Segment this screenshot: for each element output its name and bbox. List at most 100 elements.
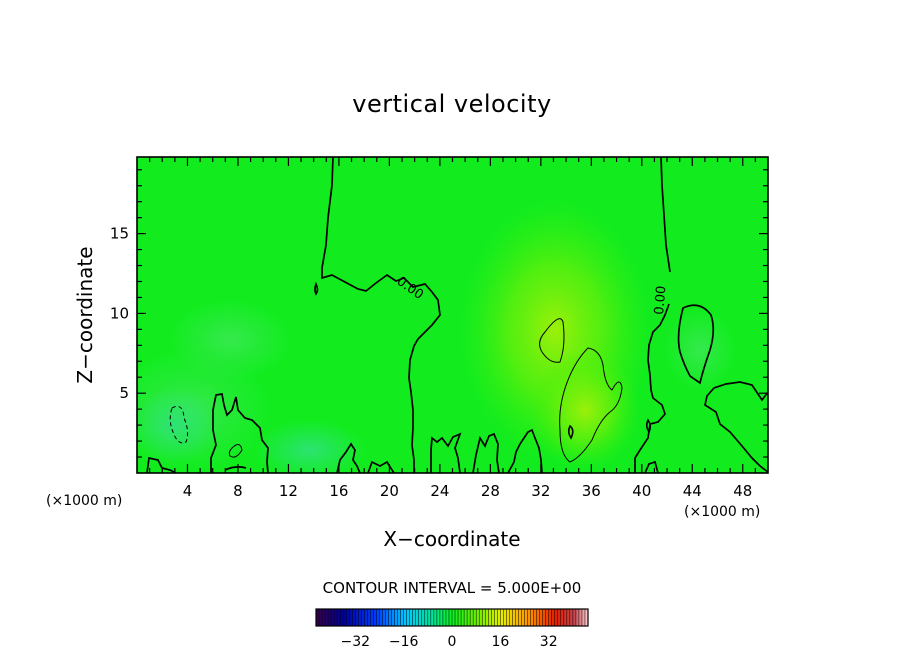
colorbar-cell	[455, 609, 459, 626]
colorbar-cell	[554, 609, 559, 626]
colorbar-cell	[542, 609, 547, 626]
chart-title: vertical velocity	[352, 90, 551, 118]
colorbar-cell	[349, 609, 353, 626]
colorbar-cell	[394, 609, 398, 626]
colorbar-cell	[575, 609, 580, 626]
colorbar-cell	[476, 609, 480, 626]
colorbar	[315, 608, 589, 627]
colorbar-cell	[406, 609, 411, 626]
contour-zero-bottom-6	[472, 432, 500, 473]
x-unit-left: (×1000 m)	[46, 493, 122, 509]
x-tick-label: 16	[329, 482, 348, 500]
colorbar-tick-label: −32	[341, 634, 371, 650]
colorbar-cell	[506, 609, 510, 626]
y-tick-label: 10	[110, 304, 129, 322]
contour-pos-5	[645, 418, 652, 434]
colorbar-cell	[418, 609, 423, 626]
contour-zero-bottom-5	[430, 432, 462, 473]
colorbar-cell	[458, 609, 462, 626]
colorbar-cell	[488, 609, 492, 626]
contour-zero-bottom-1	[146, 456, 177, 473]
colorbar-cell	[409, 609, 414, 626]
colorbar-cell	[397, 609, 402, 626]
colorbar-cell	[497, 609, 501, 626]
colorbar-cell	[400, 609, 405, 626]
contour-zero-left	[321, 157, 441, 473]
colorbar-cell	[439, 609, 444, 626]
colorbar-cell	[340, 609, 344, 626]
colorbar-cell	[530, 609, 534, 626]
velocity-field	[137, 157, 768, 473]
contour-zero-bottom-8	[644, 460, 659, 473]
colorbar-cell	[500, 609, 504, 626]
colorbar-cell	[373, 609, 377, 626]
colorbar-cell	[331, 609, 335, 626]
colorbar-cell	[563, 609, 568, 626]
colorbar-tick-label: 16	[491, 634, 509, 650]
colorbar-cell	[391, 609, 395, 626]
contour-zero-bottom-3	[336, 442, 361, 473]
colorbar-cell	[452, 609, 456, 626]
colorbar-cell	[479, 609, 483, 626]
colorbar-cell	[367, 609, 371, 626]
colorbar-cell	[581, 609, 586, 626]
contour-zero-right	[634, 157, 671, 473]
contour-lines	[146, 157, 768, 473]
colorbar-cell	[388, 609, 392, 626]
colorbar-cell	[536, 609, 541, 626]
colorbar-cell	[503, 609, 507, 626]
x-tick-label: 4	[183, 482, 193, 500]
colorbar-cell	[358, 609, 362, 626]
contour-zero-bottom-7	[507, 428, 543, 473]
colorbar-cell	[482, 609, 486, 626]
contour-zero-right-lower	[704, 381, 768, 473]
colorbar-cell	[322, 609, 326, 626]
colorbar-cell	[515, 609, 519, 626]
x-tick-label: 12	[279, 482, 298, 500]
colorbar-cell	[512, 609, 516, 626]
colorbar-cell	[524, 609, 528, 626]
colorbar-cell	[427, 609, 432, 626]
y-tick-labels: 5 10 15	[110, 225, 129, 403]
colorbar-frame	[315, 608, 589, 627]
colorbar-cell	[385, 609, 389, 626]
colorbar-cell	[572, 609, 577, 626]
colorbar-cell	[334, 609, 338, 626]
colorbar-tick-label: 32	[540, 634, 558, 650]
colorbar-cell	[328, 609, 332, 626]
colorbar-cell	[361, 609, 365, 626]
colorbar-cell	[584, 609, 589, 626]
colorbar-cell	[551, 609, 556, 626]
colorbar-cell	[403, 609, 408, 626]
colorbar-cell	[415, 609, 420, 626]
y-axis-label: Z−coordinate	[73, 246, 97, 383]
colorbar-cell	[521, 609, 525, 626]
contour-zero-bottom-2	[210, 393, 269, 473]
axis-ticks	[137, 157, 768, 473]
colorbar-cell	[527, 609, 531, 626]
contour-label-right: 0.00	[652, 285, 669, 315]
colorbar-cell	[433, 609, 438, 626]
colorbar-tick-label: 0	[448, 634, 457, 650]
colorbar-cell	[461, 609, 465, 626]
colorbar-cell	[370, 609, 374, 626]
contour-zero-bottom-9	[224, 466, 247, 471]
colorbar-cell	[424, 609, 429, 626]
colorbar-cell	[352, 609, 356, 626]
contour-neg-1	[169, 405, 189, 444]
x-tick-labels: 4 8 12 16 20 24 28 32 36 40 44 48	[183, 482, 753, 500]
colorbar-cell	[518, 609, 522, 626]
colorbar-cell	[448, 609, 453, 626]
colorbar-cell	[470, 609, 474, 626]
contour-pos-2	[559, 347, 623, 463]
colorbar-cell	[545, 609, 550, 626]
colorbar-cell	[337, 609, 341, 626]
y-tick-label: 5	[119, 384, 129, 402]
x-tick-label: 32	[531, 482, 550, 500]
colorbar-cell	[436, 609, 441, 626]
colorbar-cell	[509, 609, 513, 626]
contour-pos-4	[567, 424, 574, 440]
contour-zero-bottom-4	[367, 460, 395, 473]
